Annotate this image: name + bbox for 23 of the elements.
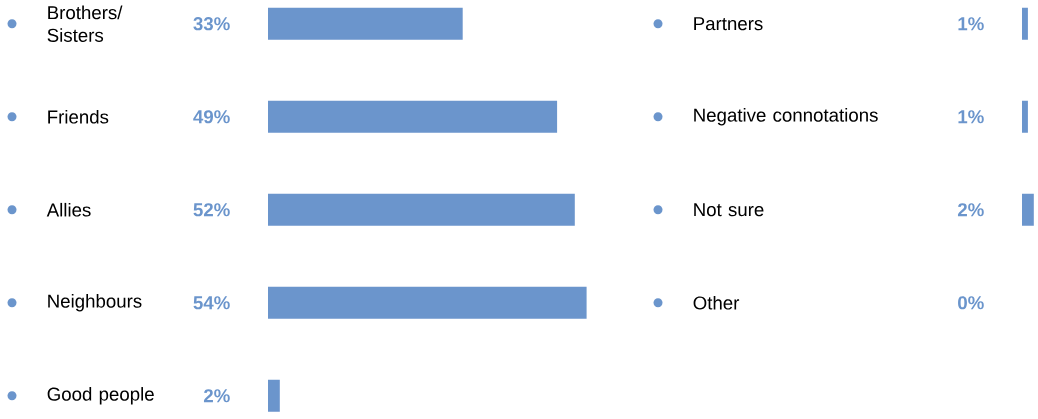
data-label: 0% <box>958 296 984 310</box>
data-label: 33% <box>193 17 230 31</box>
data-label: 1% <box>958 110 984 124</box>
y-tick-label: Not sure <box>694 203 764 217</box>
data-label: 2% <box>957 203 984 217</box>
data-label: 49% <box>193 110 230 124</box>
y-tick-label: Other <box>693 295 740 310</box>
data-label: 54% <box>193 296 230 310</box>
bar <box>268 100 558 133</box>
y-tick-label: Neighbours <box>48 294 142 312</box>
data-label: 1% <box>958 17 984 31</box>
bar <box>268 193 575 226</box>
data-label: 52% <box>193 203 230 217</box>
y-tick-label: Friends <box>48 109 109 124</box>
bar <box>268 286 587 319</box>
data-label: 2% <box>203 389 230 403</box>
y-tick-label: Allies <box>46 202 91 217</box>
y-tick-label: Good people <box>47 387 154 405</box>
y-tick-label: Brothers/ Sisters <box>47 5 123 42</box>
y-tick-label: Partners <box>694 17 763 31</box>
bar <box>268 379 280 412</box>
bar <box>268 7 463 40</box>
y-tick-label: Negative connotations <box>694 108 878 126</box>
